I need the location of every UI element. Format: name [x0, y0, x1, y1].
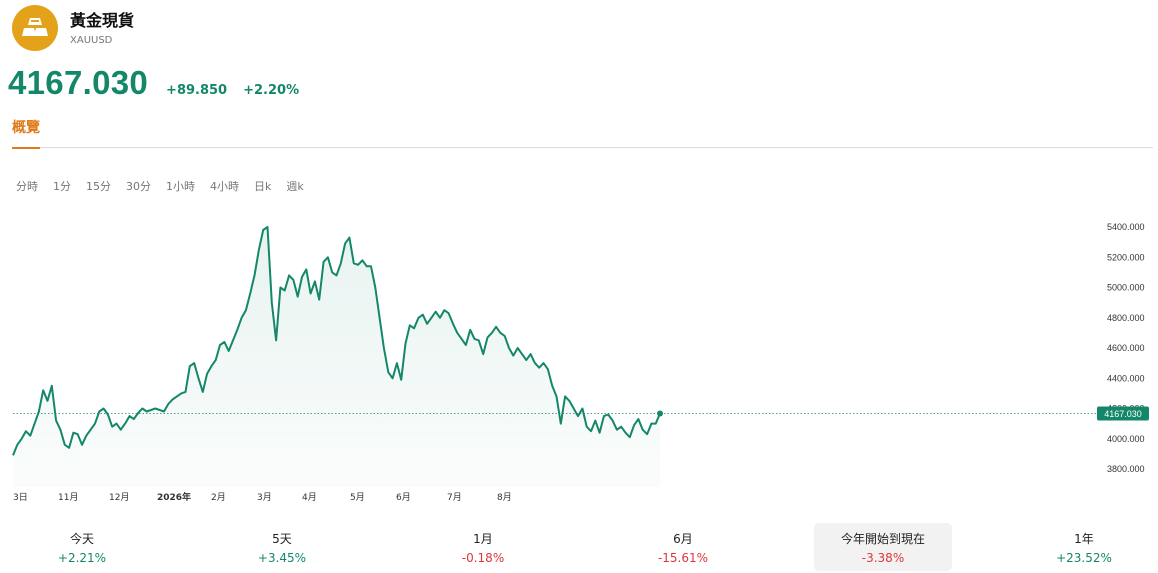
interval-15min[interactable]: 15分 [86, 180, 111, 193]
stat-label: 1月 [473, 532, 493, 546]
tab-overview[interactable]: 概覽 [12, 117, 40, 149]
x-tick-label: 7月 [447, 492, 462, 503]
x-tick-label: 2026年 [157, 491, 191, 503]
y-tick-label: 5200.000 [1107, 252, 1145, 262]
stat-value: -3.38% [861, 551, 905, 565]
stat-period-4[interactable]: 今年開始到現在 -3.38% [814, 523, 952, 571]
x-tick-label: 2月 [211, 492, 226, 503]
stat-label: 今年開始到現在 [840, 532, 925, 546]
x-tick-label: 3月 [257, 492, 272, 503]
interval-1min[interactable]: 1分 [53, 180, 71, 193]
stat-value: -15.61% [657, 551, 709, 565]
y-tick-label: 3800.000 [1107, 464, 1145, 474]
x-tick-label: 5月 [350, 492, 365, 503]
stat-label: 5天 [272, 532, 292, 546]
stat-period-0[interactable]: 今天 +2.21% [13, 523, 151, 571]
interval-daily[interactable]: 日k [254, 180, 272, 193]
x-tick-label: 12月 [109, 492, 129, 503]
stat-label: 今天 [69, 532, 94, 546]
last-price-badge [1097, 406, 1149, 421]
y-tick-label: 4000.000 [1107, 434, 1145, 444]
x-tick-label: 4月 [302, 492, 317, 503]
price-change-percent: +2.20% [243, 83, 300, 98]
stat-value: +3.45% [257, 551, 307, 565]
y-tick-label: 5400.000 [1107, 222, 1145, 232]
interval-selector: 分時 1分 15分 30分 1小時 4小時 日k 週k [16, 178, 304, 194]
stat-value: +2.21% [57, 551, 107, 565]
interval-30min[interactable]: 30分 [126, 180, 151, 193]
instrument-header: 黃金現貨 XAUUSD [12, 5, 134, 51]
instrument-name: 黃金現貨 [70, 10, 135, 30]
stat-value: -0.18% [461, 551, 505, 565]
tab-bar: 概覽 [12, 113, 1153, 149]
last-price-dot [657, 410, 663, 417]
price-change: +89.850 [166, 83, 228, 98]
stat-period-3[interactable]: 6月 -15.61% [614, 523, 752, 571]
interval-1hour[interactable]: 1小時 [166, 180, 195, 193]
gold-bars-icon [12, 5, 58, 51]
stat-label: 6月 [673, 532, 693, 546]
price-row: 4167.030 +89.850 +2.20% [8, 64, 299, 102]
x-tick-label: 3日 [13, 492, 28, 503]
price-line [12, 226, 661, 456]
stat-period-1[interactable]: 5天 +3.45% [213, 523, 351, 571]
performance-stats: 今天 +2.21% 5天 +3.45% 1月 -0.18% 6月 -15.61% 今年開始到現在… [0, 523, 1158, 571]
y-tick-label: 5000.000 [1107, 283, 1145, 293]
stat-value: +23.52% [1056, 551, 1112, 565]
y-tick-label: 4800.000 [1107, 313, 1145, 323]
price-area [13, 227, 660, 487]
last-price-label: 4167.030 [1104, 409, 1142, 419]
price-chart[interactable]: 5400.000 5200.000 5000.000 4800.000 4600.000… [0, 215, 1158, 505]
x-tick-label: 6月 [396, 492, 411, 503]
stat-label: 1年 [1074, 532, 1094, 546]
interval-weekly[interactable]: 週k [286, 180, 304, 193]
y-tick-label: 4600.000 [1107, 343, 1145, 353]
interval-4hour[interactable]: 4小時 [210, 180, 239, 193]
stat-period-2[interactable]: 1月 -0.18% [414, 523, 552, 571]
x-tick-label: 11月 [58, 492, 78, 503]
last-price: 4167.030 [8, 64, 149, 101]
y-tick-label: 4400.000 [1107, 373, 1145, 383]
interval-intraday[interactable]: 分時 [16, 180, 38, 193]
stat-period-5[interactable]: 1年 +23.52% [1015, 523, 1153, 571]
instrument-symbol: XAUUSD [70, 34, 113, 46]
x-tick-label: 8月 [497, 492, 512, 503]
